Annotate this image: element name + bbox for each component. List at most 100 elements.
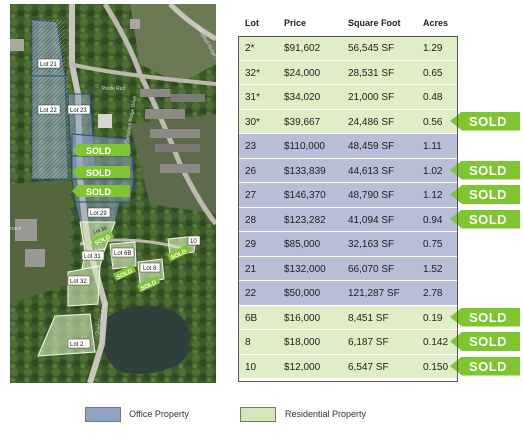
cell-price: $146,370 <box>284 190 326 201</box>
cell-price: $18,000 <box>284 337 321 348</box>
sold-badge: SOLD <box>450 356 520 376</box>
cell-lot: 2* <box>245 43 255 54</box>
cell-square-foot: 56,545 SF <box>348 43 395 54</box>
side-road <box>69 62 216 86</box>
cell-square-foot: 48,790 SF <box>348 190 395 201</box>
residential-swatch <box>240 407 276 422</box>
cell-price: $16,000 <box>284 312 321 324</box>
cell-square-foot: 48,459 SF <box>348 141 395 152</box>
cell-acres: 1.02 <box>423 165 443 177</box>
cell-square-foot: 41,094 SF <box>348 214 395 226</box>
sold-badge: SOLD <box>450 185 520 204</box>
map-sold-badges: SOLD SOLD SOLD SOLD SOLD SOLD SOLD <box>72 144 191 292</box>
table-row: 26 $133,839 44,613 SF 1.02 SOLD <box>238 158 520 183</box>
header-price: Price <box>284 18 307 28</box>
cell-acres: 0.56 <box>423 116 443 128</box>
lot-label-31: Lot 31 <box>84 254 101 260</box>
table-row: 21 $132,000 66,070 SF 1.52 <box>238 256 458 281</box>
sold-badge: SOLD <box>450 209 520 229</box>
cell-acres: 1.52 <box>423 263 443 275</box>
map-canvas: Poste Run Campbell Ridge Drive Quiet Run… <box>10 4 216 383</box>
legend: Office Property Residential Property <box>85 405 445 427</box>
table-row: 28 $123,282 41,094 SF 0.94 SOLD <box>238 207 520 232</box>
table-row: 22 $50,000 121,287 SF 2.78 <box>238 281 458 306</box>
table-row: 23 $110,000 48,459 SF 1.11 <box>238 134 458 159</box>
cell-price: $34,020 <box>284 92 321 103</box>
table-row: 27 $146,370 48,790 SF 1.12 SOLD <box>238 183 520 208</box>
pond <box>102 305 190 374</box>
sold-badge: SOLD <box>450 160 520 180</box>
lot-label-30: Lot 30 <box>93 225 108 235</box>
header-lot: Lot <box>245 18 259 28</box>
table-row: 6B $16,000 8,451 SF 0.19 SOLD <box>238 305 520 330</box>
header-square-foot: Square Foot <box>348 18 401 28</box>
cell-square-foot: 6,187 SF <box>348 337 389 348</box>
cell-lot: 26 <box>245 165 257 177</box>
lot-label-6b: Lot 6B <box>114 251 131 257</box>
cell-square-foot: 44,613 SF <box>348 165 395 177</box>
lot-label-2: Lot 2 <box>70 342 84 348</box>
cell-price: $110,000 <box>284 141 325 152</box>
cell-acres: 1.11 <box>423 141 442 152</box>
cell-price: $39,667 <box>284 116 321 128</box>
table-row: 31* $34,020 21,000 SF 0.48 <box>238 85 458 110</box>
cell-price: $85,000 <box>284 239 321 250</box>
lot-labels: Lot 21 Lot 22 Lot 23 Lot 29 Lot 31 Lot 6… <box>37 58 201 349</box>
cell-price: $24,000 <box>284 67 321 79</box>
clearing <box>10 179 70 304</box>
cell-square-foot: 121,287 SF <box>348 288 400 299</box>
lot-price-table: Lot Price Square Foot Acres 2* $91,602 56,… <box>238 12 520 379</box>
cell-lot: 21 <box>245 263 257 275</box>
cell-square-foot: 6,547 SF <box>348 361 389 373</box>
table-row: 32* $24,000 28,531 SF 0.65 <box>238 60 458 85</box>
lot-label-32: Lot 32 <box>70 279 87 285</box>
table-body: 2* $91,602 56,545 SF 1.29 32* $24,000 28,531 S… <box>238 36 520 379</box>
table-row: 29 $85,000 32,163 SF 0.75 <box>238 232 458 257</box>
highway <box>168 4 216 42</box>
aerial-site-map: Poste Run Campbell Ridge Drive Quiet Run… <box>10 4 216 383</box>
cell-acres: 0.142 <box>423 337 449 348</box>
sold-badge: SOLD <box>86 146 112 156</box>
sold-badge: SOLD <box>86 187 112 197</box>
table-row: 10 $12,000 6,547 SF 0.150 SOLD <box>238 354 520 379</box>
cell-acres: 0.48 <box>423 92 443 103</box>
lot-label-10: 10 <box>190 239 197 245</box>
sold-badge: SOLD <box>450 332 520 351</box>
lot-label-22: Lot 22 <box>40 108 57 114</box>
cell-price: $133,839 <box>284 165 326 177</box>
lot-label-29: Lot 29 <box>90 211 107 217</box>
cell-square-foot: 8,451 SF <box>348 312 389 324</box>
table-header: Lot Price Square Foot Acres <box>238 12 458 36</box>
cell-acres: 1.29 <box>423 43 443 54</box>
table-row: 30* $39,667 24,486 SF 0.56 SOLD <box>238 109 520 134</box>
cell-lot: 30* <box>245 116 261 128</box>
cell-lot: 29 <box>245 239 257 250</box>
cell-lot: 27 <box>245 190 257 201</box>
sold-badge: SOLD <box>450 111 520 131</box>
cell-lot: 22 <box>245 288 257 299</box>
cell-lot: 23 <box>245 141 257 152</box>
cell-square-foot: 28,531 SF <box>348 67 395 79</box>
cell-lot: 10 <box>245 361 257 373</box>
legend-residential-label: Residential Property <box>285 409 367 419</box>
header-acres: Acres <box>423 18 449 28</box>
road-label: Poste Run <box>102 86 126 92</box>
cell-lot: 28 <box>245 214 257 226</box>
cell-price: $50,000 <box>284 288 321 299</box>
cell-acres: 0.94 <box>423 214 443 226</box>
road-label: rrace <box>10 226 22 232</box>
cell-price: $123,282 <box>284 214 326 226</box>
cell-acres: 2.78 <box>423 288 443 299</box>
office-swatch <box>85 407 121 422</box>
cell-lot: 31* <box>245 92 261 103</box>
lot-label-21: Lot 21 <box>40 62 57 68</box>
cell-acres: 0.65 <box>423 67 443 79</box>
cell-price: $12,000 <box>284 361 321 373</box>
sold-badge: SOLD <box>86 168 112 178</box>
cell-price: $132,000 <box>284 263 326 275</box>
cell-price: $91,602 <box>284 43 321 54</box>
cell-acres: 0.19 <box>423 312 443 324</box>
buildings <box>10 19 205 267</box>
cell-square-foot: 24,486 SF <box>348 116 395 128</box>
cell-lot: 6B <box>245 312 258 324</box>
